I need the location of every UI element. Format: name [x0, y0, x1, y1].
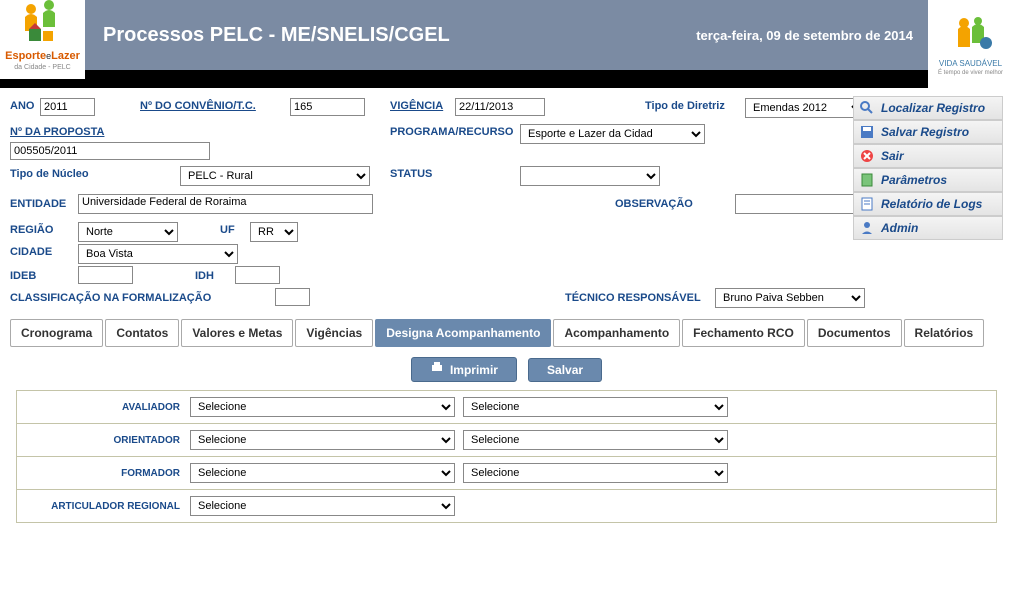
logo-right-text2: É tempo de viver melhor	[938, 70, 1003, 76]
sair-button[interactable]: Sair	[853, 144, 1003, 168]
ideb-input[interactable]	[78, 266, 133, 284]
avaliador-row: AVALIADOR Selecione Selecione	[17, 391, 996, 424]
status-label: STATUS	[390, 168, 432, 180]
tipo-diretriz-select[interactable]: Emendas 2012	[745, 98, 865, 118]
admin-button[interactable]: Admin	[853, 216, 1003, 240]
cidade-label: CIDADE	[10, 246, 52, 258]
side-menu: Localizar Registro Salvar Registro Sair …	[853, 96, 1003, 240]
params-icon	[858, 172, 876, 188]
articulador-label: ARTICULADOR REGIONAL	[25, 501, 190, 512]
tab-valores-metas[interactable]: Valores e Metas	[181, 319, 293, 347]
regiao-select[interactable]: Norte	[78, 222, 178, 242]
formador-select-1[interactable]: Selecione	[190, 463, 455, 483]
proposta-label[interactable]: Nº DA PROPOSTA	[10, 126, 104, 138]
header-bar: EsporteeLazerda Cidade - PELC Processos …	[0, 0, 1013, 70]
programa-label: PROGRAMA/RECURSO	[390, 126, 513, 138]
formador-label: FORMADOR	[25, 468, 190, 479]
orientador-label: ORIENTADOR	[25, 435, 190, 446]
entidade-label: ENTIDADE	[10, 198, 66, 210]
admin-icon	[858, 220, 876, 236]
articulador-select[interactable]: Selecione	[190, 496, 455, 516]
idh-label: IDH	[195, 270, 214, 282]
tab-fechamento-rco[interactable]: Fechamento RCO	[682, 319, 805, 347]
salvar-button[interactable]: Salvar	[528, 358, 602, 382]
vigencia-label[interactable]: VIGÊNCIA	[390, 100, 443, 112]
avaliador-label: AVALIADOR	[25, 402, 190, 413]
uf-select[interactable]: RR	[250, 222, 298, 242]
header-date: terça-feira, 09 de setembro de 2014	[696, 28, 913, 43]
designa-detail-box: AVALIADOR Selecione Selecione ORIENTADOR…	[16, 390, 997, 523]
convenio-label[interactable]: Nº DO CONVÊNIO/T.C.	[140, 100, 256, 112]
tipo-nucleo-label: Tipo de Núcleo	[10, 168, 89, 180]
black-divider-bar	[0, 70, 1013, 88]
articulador-row: ARTICULADOR REGIONAL Selecione	[17, 490, 996, 522]
tab-contatos[interactable]: Contatos	[105, 319, 179, 347]
formador-select-2[interactable]: Selecione	[463, 463, 728, 483]
observacao-input[interactable]	[735, 194, 865, 214]
save-icon	[858, 124, 876, 140]
localizar-registro-button[interactable]: Localizar Registro	[853, 96, 1003, 120]
class-label: CLASSIFICAÇÃO NA FORMALIZAÇÃO	[10, 292, 211, 304]
tipo-nucleo-select[interactable]: PELC - Rural	[180, 166, 370, 186]
imprimir-button[interactable]: Imprimir	[411, 357, 517, 382]
search-icon	[858, 100, 876, 116]
cidade-select[interactable]: Boa Vista	[78, 244, 238, 264]
observacao-label: OBSERVAÇÃO	[615, 198, 693, 210]
orientador-row: ORIENTADOR Selecione Selecione	[17, 424, 996, 457]
tab-cronograma[interactable]: Cronograma	[10, 319, 103, 347]
logo-vida-saudavel: VIDA SAUDÁVEL É tempo de viver melhor	[928, 0, 1013, 88]
report-icon	[858, 196, 876, 212]
tab-acompanhamento[interactable]: Acompanhamento	[553, 319, 680, 347]
proposta-input[interactable]	[10, 142, 210, 160]
classificacao-input[interactable]	[275, 288, 310, 306]
vigencia-input[interactable]	[455, 98, 545, 116]
logo-left-text1b: Lazer	[51, 50, 80, 62]
salvar-registro-button[interactable]: Salvar Registro	[853, 120, 1003, 144]
exit-icon	[858, 148, 876, 164]
page-title: Processos PELC - ME/SNELIS/CGEL	[103, 24, 450, 47]
tipo-diretriz-label: Tipo de Diretriz	[645, 100, 725, 112]
relatorio-logs-button[interactable]: Relatório de Logs	[853, 192, 1003, 216]
avaliador-select-1[interactable]: Selecione	[190, 397, 455, 417]
ideb-label: IDEB	[10, 270, 36, 282]
entidade-input[interactable]: Universidade Federal de Roraima	[78, 194, 373, 214]
print-icon	[430, 362, 444, 377]
tecnico-select[interactable]: Bruno Paiva Sebben	[715, 288, 865, 308]
tabs-bar: Cronograma Contatos Valores e Metas Vigê…	[10, 319, 1003, 347]
logo-right-text1: VIDA SAUDÁVEL	[939, 59, 1002, 68]
programa-select[interactable]: Esporte e Lazer da Cidad	[520, 124, 705, 144]
tab-designa-acompanhamento[interactable]: Designa Acompanhamento	[375, 319, 551, 347]
logo-esporte-lazer: EsporteeLazerda Cidade - PELC	[0, 0, 85, 79]
status-select[interactable]	[520, 166, 660, 186]
tecnico-label: TÉCNICO RESPONSÁVEL	[565, 292, 701, 304]
ano-input[interactable]	[40, 98, 95, 116]
tab-vigencias[interactable]: Vigências	[295, 319, 373, 347]
orientador-select-1[interactable]: Selecione	[190, 430, 455, 450]
tab-relatorios[interactable]: Relatórios	[904, 319, 985, 347]
uf-label: UF	[220, 224, 235, 236]
form-grid: ANO Nº DO CONVÊNIO/T.C. VIGÊNCIA Tipo de…	[10, 96, 1003, 311]
convenio-input[interactable]	[290, 98, 365, 116]
parametros-button[interactable]: Parâmetros	[853, 168, 1003, 192]
idh-input[interactable]	[235, 266, 280, 284]
avaliador-select-2[interactable]: Selecione	[463, 397, 728, 417]
ano-label: ANO	[10, 100, 34, 112]
action-row: Imprimir Salvar	[10, 357, 1003, 382]
logo-left-text1: Esporte	[5, 50, 46, 62]
tab-documentos[interactable]: Documentos	[807, 319, 902, 347]
regiao-label: REGIÃO	[10, 224, 53, 236]
main-content: ANO Nº DO CONVÊNIO/T.C. VIGÊNCIA Tipo de…	[0, 88, 1013, 531]
logo-left-text2: da Cidade - PELC	[14, 64, 70, 71]
orientador-select-2[interactable]: Selecione	[463, 430, 728, 450]
formador-row: FORMADOR Selecione Selecione	[17, 457, 996, 490]
